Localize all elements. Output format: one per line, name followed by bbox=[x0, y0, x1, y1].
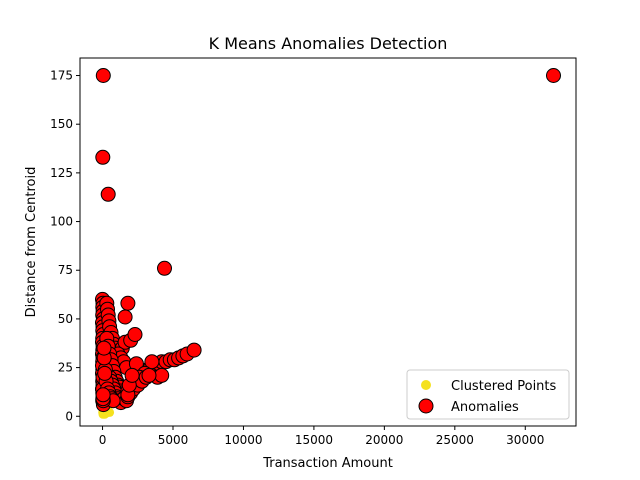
series-anomalies bbox=[95, 68, 561, 413]
legend-marker-clustered-points bbox=[421, 380, 431, 390]
x-axis: 0 5000 10000 15000 20000 25000 30000 bbox=[99, 426, 544, 447]
legend-box bbox=[406, 369, 570, 420]
y-tick-label: 50 bbox=[58, 312, 73, 326]
anomaly-point bbox=[100, 186, 116, 202]
anomaly-point bbox=[127, 327, 143, 342]
anomaly-point bbox=[120, 295, 136, 311]
x-tick-label: 10000 bbox=[224, 433, 262, 447]
legend: Clustered Points Anomalies bbox=[406, 369, 570, 420]
x-axis-label: Transaction Amount bbox=[262, 456, 393, 471]
legend-label-anomalies: Anomalies bbox=[451, 400, 519, 415]
anomaly-point bbox=[95, 387, 111, 403]
y-tick-label: 100 bbox=[50, 215, 73, 229]
y-tick-label: 25 bbox=[58, 361, 73, 375]
anomaly-point bbox=[95, 68, 111, 83]
x-tick-label: 15000 bbox=[295, 433, 333, 447]
anomaly-point bbox=[154, 367, 170, 383]
y-tick-label: 175 bbox=[50, 69, 73, 83]
legend-label-clustered-points: Clustered Points bbox=[451, 379, 557, 394]
anomaly-point bbox=[186, 342, 202, 358]
plot-frame bbox=[79, 57, 577, 427]
y-tick-label: 75 bbox=[58, 263, 73, 277]
anomaly-point bbox=[117, 309, 133, 325]
anomaly-point bbox=[546, 68, 561, 83]
x-tick-label: 0 bbox=[99, 433, 107, 447]
chart-title: K Means Anomalies Detection bbox=[209, 34, 448, 53]
y-tick-label: 125 bbox=[50, 166, 73, 180]
anomaly-point bbox=[95, 149, 111, 165]
y-axis-label: Distance from Centroid bbox=[24, 167, 39, 318]
y-tick-label: 0 bbox=[65, 409, 73, 423]
x-tick-label: 20000 bbox=[365, 433, 403, 447]
x-tick-label: 5000 bbox=[158, 433, 189, 447]
legend-marker-anomalies bbox=[418, 398, 434, 414]
y-tick-label: 150 bbox=[50, 117, 73, 131]
x-tick-label: 25000 bbox=[436, 433, 474, 447]
anomaly-point bbox=[124, 367, 140, 383]
anomaly-point bbox=[157, 260, 172, 276]
anomaly-point bbox=[141, 367, 157, 383]
data-points bbox=[95, 68, 561, 419]
y-axis: 0 25 50 75 100 125 150 175 bbox=[50, 69, 80, 423]
x-tick-label: 30000 bbox=[506, 433, 544, 447]
anomaly-point bbox=[97, 365, 113, 381]
anomaly-point bbox=[96, 340, 112, 356]
